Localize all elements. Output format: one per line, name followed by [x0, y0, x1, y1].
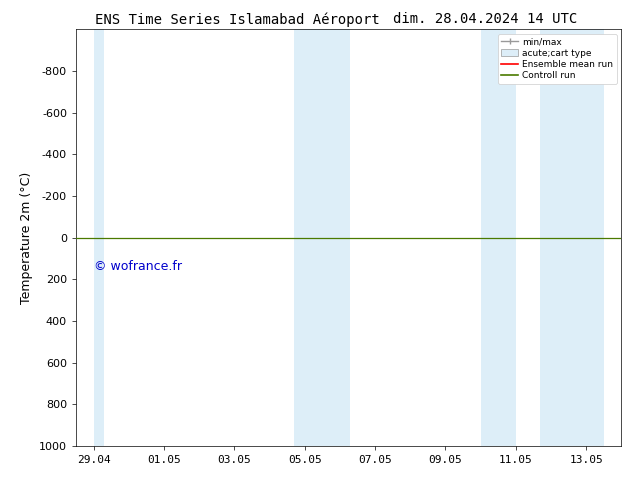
- Text: ENS Time Series Islamabad Aéroport: ENS Time Series Islamabad Aéroport: [95, 12, 380, 27]
- Y-axis label: Temperature 2m (°C): Temperature 2m (°C): [20, 172, 34, 304]
- Bar: [540, 29, 604, 446]
- Bar: [294, 29, 351, 446]
- Text: dim. 28.04.2024 14 UTC: dim. 28.04.2024 14 UTC: [393, 12, 578, 26]
- Text: © wofrance.fr: © wofrance.fr: [94, 260, 182, 272]
- Legend: min/max, acute;cart type, Ensemble mean run, Controll run: min/max, acute;cart type, Ensemble mean …: [498, 34, 617, 84]
- Bar: [94, 29, 104, 446]
- Bar: [481, 29, 516, 446]
